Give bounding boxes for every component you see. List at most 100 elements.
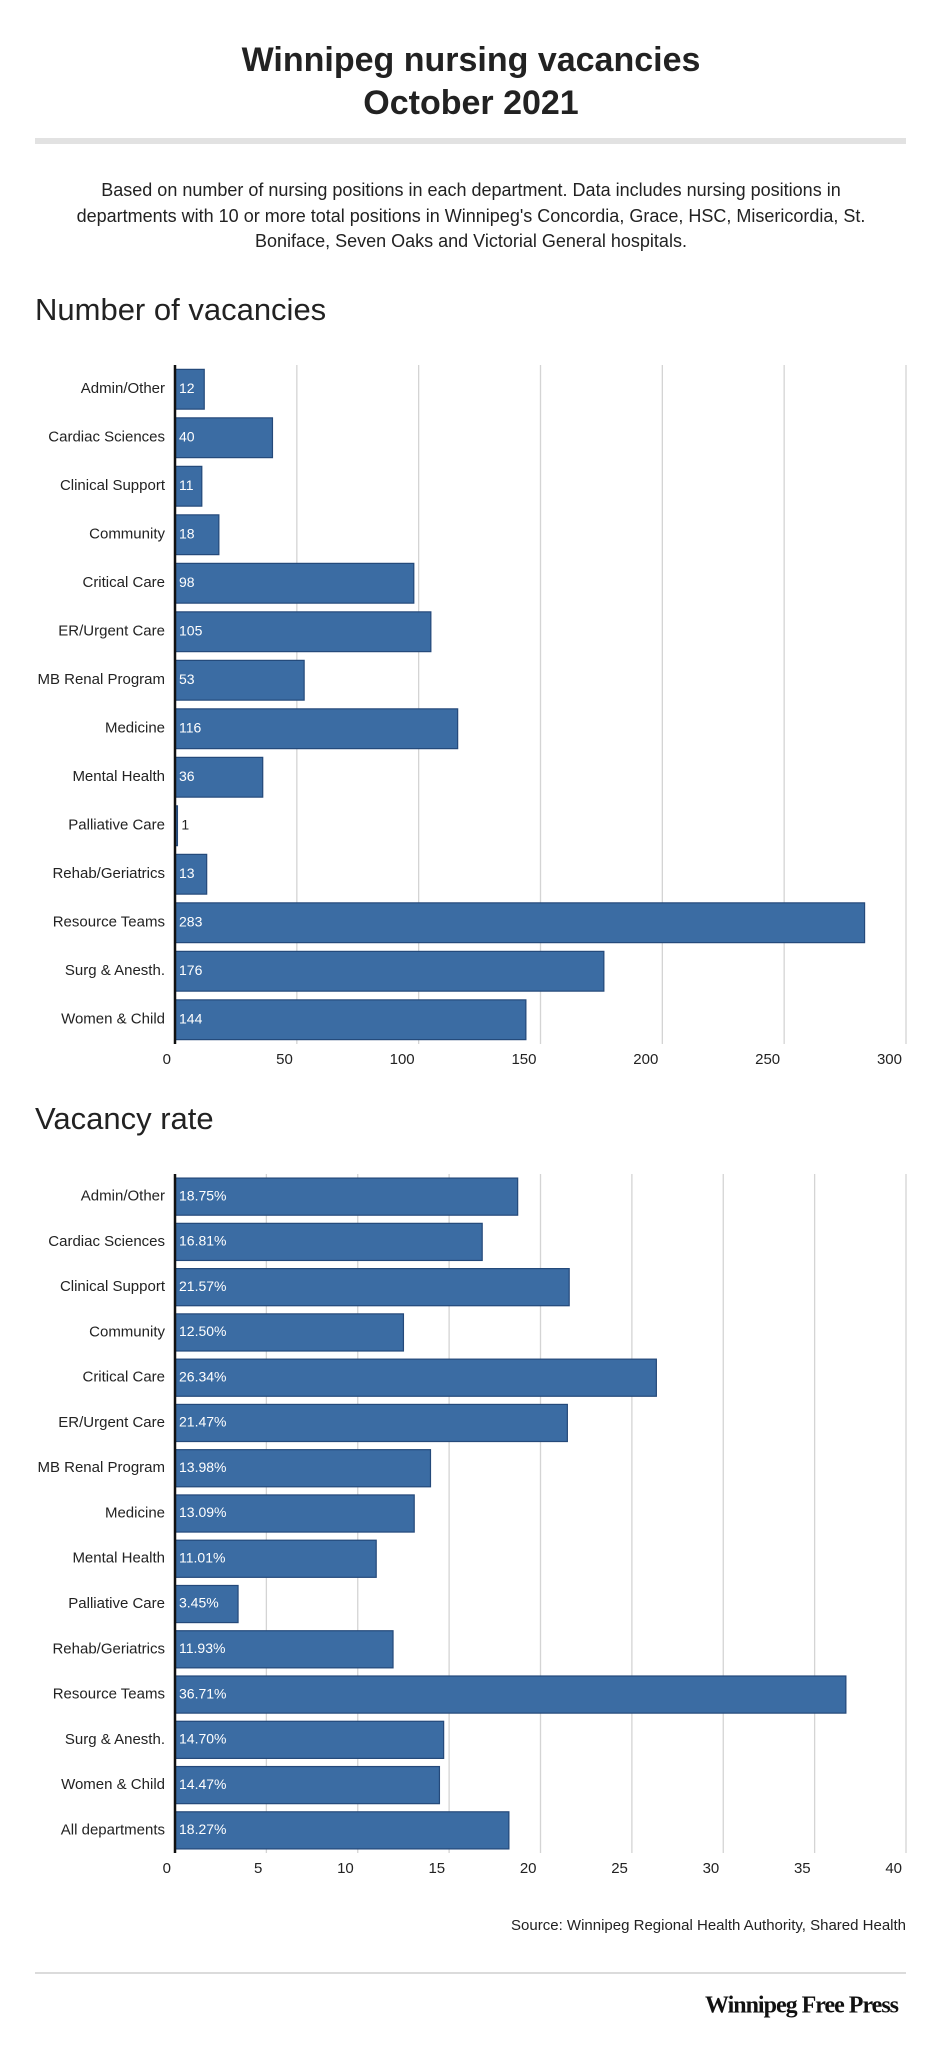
- chart-title: Vacancy rate: [35, 1101, 214, 1136]
- bar: [174, 708, 459, 750]
- page-title: Winnipeg nursing vacancies: [242, 41, 701, 79]
- bar: [174, 417, 274, 459]
- header-rule: [35, 138, 906, 144]
- value-label: 14.47%: [179, 1776, 226, 1792]
- y-tick-label: Mental Health: [72, 768, 165, 785]
- x-tick-label: 10: [337, 1860, 354, 1877]
- bar: [174, 1539, 377, 1578]
- bar: [174, 1675, 847, 1714]
- value-label: 21.57%: [179, 1278, 226, 1294]
- source: Source: Winnipeg Regional Health Authori…: [511, 1917, 906, 1934]
- x-tick-label: 5: [254, 1860, 262, 1877]
- y-tick-label: Palliative Care: [68, 1595, 165, 1612]
- x-tick-label: 300: [877, 1051, 902, 1068]
- value-label: 116: [179, 719, 202, 735]
- value-label: 12: [179, 380, 195, 396]
- value-label: 13: [179, 865, 195, 881]
- value-label: 13.09%: [179, 1504, 226, 1520]
- x-tick-label: 50: [276, 1051, 293, 1068]
- y-tick-label: Community: [89, 1323, 165, 1340]
- bar: [174, 950, 605, 992]
- value-label: 283: [179, 913, 203, 929]
- value-label: 18.75%: [179, 1187, 226, 1203]
- x-tick-label: 25: [611, 1860, 628, 1877]
- x-tick-label: 40: [885, 1860, 902, 1877]
- bar: [174, 1403, 568, 1443]
- value-label: 53: [179, 671, 195, 687]
- bar: [174, 1720, 445, 1759]
- y-tick-label: ER/Urgent Care: [58, 1414, 165, 1431]
- logo: Winnipeg Free Press: [705, 1993, 899, 2019]
- y-tick-label: MB Renal Program: [37, 1459, 165, 1476]
- y-tick-label: Resource Teams: [53, 1686, 165, 1703]
- y-tick-label: Women & Child: [61, 1011, 165, 1028]
- bar: [174, 514, 220, 556]
- x-tick-label: 0: [163, 1860, 171, 1877]
- value-label: 144: [179, 1010, 203, 1026]
- y-tick-label: Surg & Anesth.: [65, 1731, 165, 1748]
- bar: [174, 465, 203, 507]
- bar: [174, 1313, 405, 1352]
- value-label: 26.34%: [179, 1368, 226, 1384]
- bar: [174, 562, 415, 604]
- value-label: 18.27%: [179, 1821, 226, 1837]
- bar: [174, 756, 264, 798]
- y-tick-label: Medicine: [105, 720, 165, 737]
- y-tick-label: All departments: [61, 1821, 165, 1838]
- x-tick-label: 35: [794, 1860, 811, 1877]
- value-label: 1: [181, 816, 189, 832]
- y-tick-label: Clinical Support: [60, 1278, 166, 1295]
- y-tick-label: Medicine: [105, 1504, 165, 1521]
- y-tick-label: Critical Care: [82, 1369, 165, 1386]
- y-tick-label: Women & Child: [61, 1776, 165, 1793]
- y-tick-label: Rehab/Geriatrics: [52, 1640, 165, 1657]
- value-label: 18: [179, 525, 195, 541]
- y-tick-label: Mental Health: [72, 1550, 165, 1567]
- bar: [174, 1358, 657, 1397]
- y-tick-label: ER/Urgent Care: [58, 623, 165, 640]
- x-tick-label: 250: [755, 1051, 780, 1068]
- page-date: October 2021: [363, 84, 578, 122]
- value-label: 14.70%: [179, 1731, 226, 1747]
- x-tick-label: 0: [163, 1051, 171, 1068]
- y-tick-label: Critical Care: [82, 574, 165, 591]
- value-label: 40: [179, 428, 195, 444]
- y-tick-label: Admin/Other: [81, 1188, 165, 1205]
- value-label: 105: [179, 622, 203, 638]
- y-tick-label: Cardiac Sciences: [48, 429, 165, 446]
- bar: [174, 1177, 519, 1216]
- y-tick-label: Admin/Other: [81, 380, 165, 397]
- bar: [174, 611, 432, 653]
- y-tick-label: Community: [89, 526, 165, 543]
- bar: [174, 1765, 441, 1805]
- bar: [174, 1494, 415, 1533]
- bar: [174, 1449, 432, 1488]
- bar: [174, 999, 527, 1041]
- value-label: 12.50%: [179, 1323, 226, 1339]
- value-label: 36.71%: [179, 1685, 226, 1701]
- x-tick-label: 20: [520, 1860, 537, 1877]
- y-tick-label: MB Renal Program: [37, 671, 165, 688]
- bar: [174, 1811, 510, 1850]
- value-label: 3.45%: [179, 1595, 219, 1611]
- bar: [174, 902, 866, 944]
- value-label: 11.01%: [179, 1549, 225, 1565]
- y-tick-label: Rehab/Geriatrics: [52, 865, 165, 882]
- x-tick-label: 200: [633, 1051, 658, 1068]
- value-label: 98: [179, 574, 195, 590]
- x-tick-label: 15: [428, 1860, 445, 1877]
- value-label: 11.93%: [179, 1640, 225, 1656]
- chart-title: Number of vacancies: [35, 292, 326, 327]
- bar: [174, 1268, 570, 1307]
- y-tick-label: Resource Teams: [53, 914, 165, 931]
- value-label: 11: [179, 477, 194, 493]
- y-tick-label: Clinical Support: [60, 477, 166, 494]
- y-tick-label: Palliative Care: [68, 817, 165, 834]
- value-label: 176: [179, 962, 203, 978]
- bar: [174, 659, 305, 701]
- value-label: 13.98%: [179, 1459, 226, 1475]
- x-tick-label: 30: [703, 1860, 720, 1877]
- value-label: 16.81%: [179, 1233, 226, 1249]
